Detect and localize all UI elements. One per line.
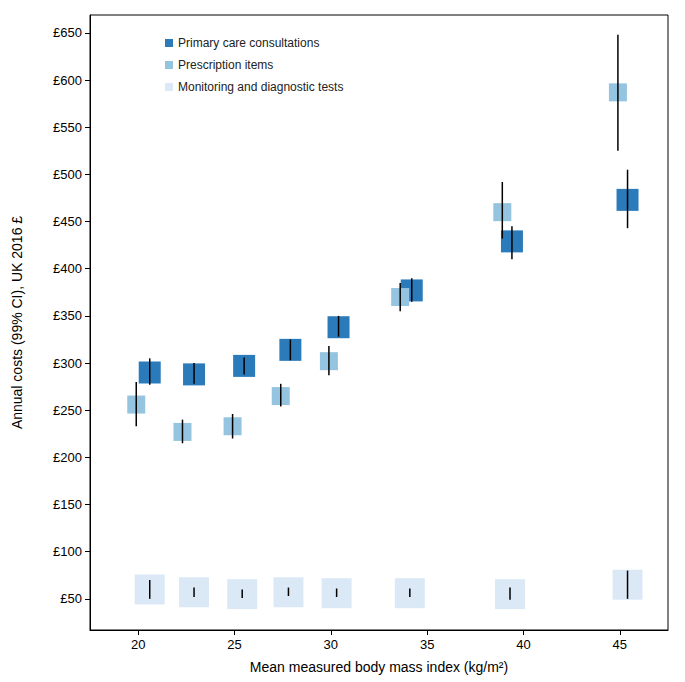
- svg-text:£600: £600: [53, 73, 82, 88]
- svg-text:£450: £450: [53, 214, 82, 229]
- svg-text:Mean measured body mass index: Mean measured body mass index (kg/m²): [250, 659, 508, 675]
- svg-text:40: 40: [516, 637, 530, 652]
- svg-text:£350: £350: [53, 308, 82, 323]
- svg-text:45: 45: [613, 637, 627, 652]
- svg-text:25: 25: [227, 637, 241, 652]
- svg-text:£650: £650: [53, 25, 82, 40]
- svg-text:£200: £200: [53, 450, 82, 465]
- svg-text:£100: £100: [53, 544, 82, 559]
- svg-text:Annual costs (99% CI), UK 2016: Annual costs (99% CI), UK 2016 £: [9, 216, 25, 429]
- svg-text:30: 30: [324, 637, 338, 652]
- svg-text:35: 35: [420, 637, 434, 652]
- svg-text:Monitoring and diagnostic test: Monitoring and diagnostic tests: [178, 80, 343, 94]
- svg-text:£550: £550: [53, 120, 82, 135]
- svg-text:£250: £250: [53, 403, 82, 418]
- svg-text:£400: £400: [53, 261, 82, 276]
- svg-text:Primary care consultations: Primary care consultations: [178, 36, 319, 50]
- svg-text:£300: £300: [53, 356, 82, 371]
- svg-text:Prescription items: Prescription items: [178, 58, 273, 72]
- svg-text:£50: £50: [60, 591, 82, 606]
- svg-text:20: 20: [131, 637, 145, 652]
- svg-text:£150: £150: [53, 497, 82, 512]
- svg-text:£500: £500: [53, 167, 82, 182]
